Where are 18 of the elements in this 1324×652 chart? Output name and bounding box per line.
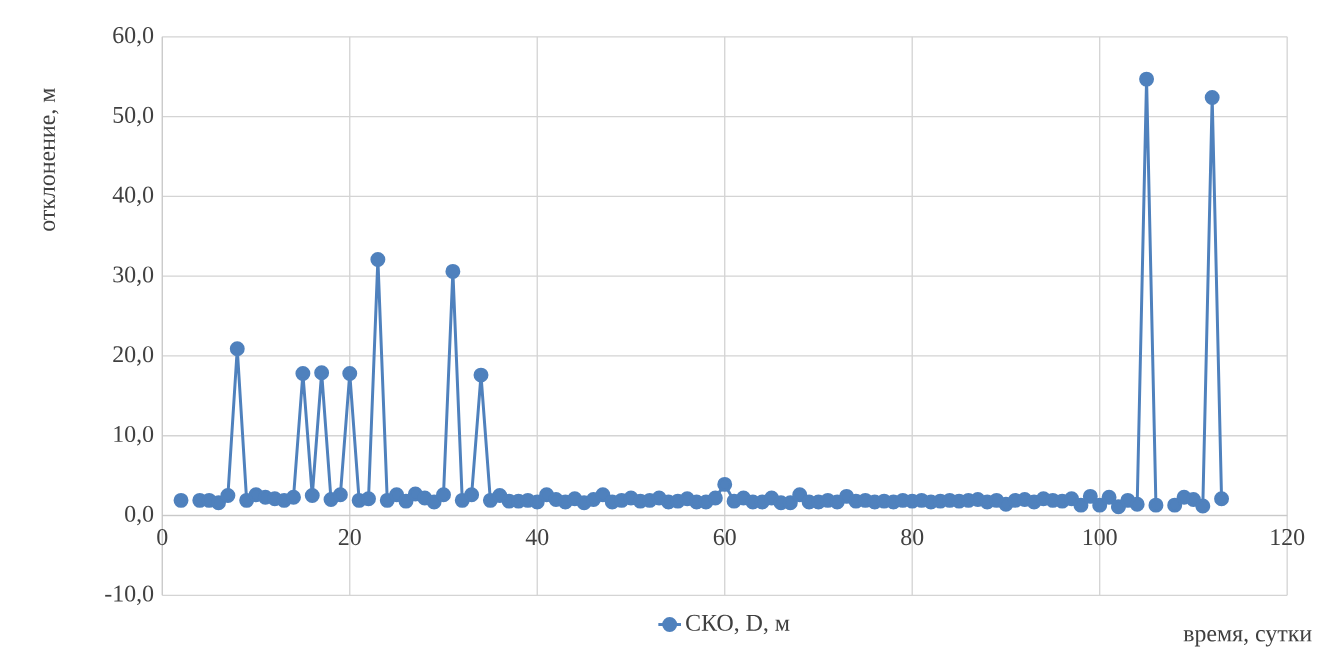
- y-tick-label: 10,0: [114, 425, 154, 446]
- y-tick-label: -10,0: [105, 585, 154, 606]
- x-tick-label: 0: [157, 529, 168, 546]
- y-tick-label: 0,0: [125, 505, 154, 526]
- x-axis-title: время, сутки: [1183, 630, 1312, 647]
- x-tick-label: 80: [901, 529, 924, 546]
- y-tick-label: 50,0: [113, 106, 154, 127]
- y-tick-label: 20,0: [113, 346, 154, 366]
- y-axis-title: отклонение, м: [43, 88, 59, 231]
- x-tick-label: 60: [713, 529, 736, 546]
- x-tick-label: 120: [1271, 529, 1305, 546]
- legend-label: СКО, D, м: [686, 614, 790, 635]
- y-tick-label: 60,0: [113, 27, 154, 47]
- x-tick-label: 40: [525, 529, 549, 546]
- x-tick-label: 20: [338, 529, 361, 546]
- y-tick-label: 30,0: [113, 266, 154, 286]
- x-tick-label: 100: [1083, 529, 1117, 546]
- y-tick-label: 40,0: [112, 186, 154, 207]
